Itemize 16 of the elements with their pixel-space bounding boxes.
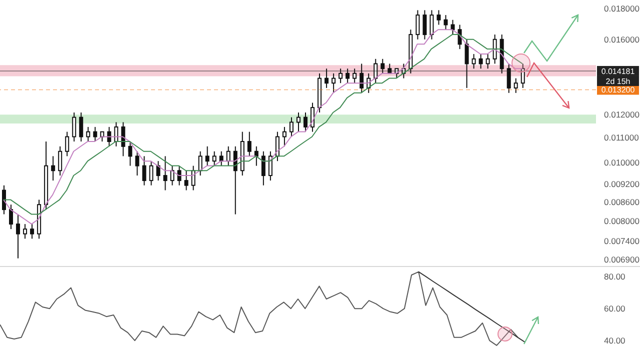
- text: 2d 15h: [606, 76, 630, 86]
- y-tick-label: 0.010000: [604, 157, 640, 168]
- y-tick-label: 0.012000: [604, 110, 640, 120]
- y-tick-label: 0.006900: [604, 254, 640, 264]
- y-tick-label: 0.009200: [604, 179, 640, 190]
- y-tick-label: 0.008000: [604, 216, 640, 226]
- ref-line-label: 0.014181: [601, 66, 636, 76]
- y-tick-label: 0.008600: [604, 196, 640, 207]
- y-tick-label: 0.007400: [604, 236, 640, 246]
- ref-line-label: 0.013200: [601, 86, 636, 95]
- y-tick-label: 80.00: [604, 272, 626, 282]
- y-tick-label: 0.016000: [604, 34, 640, 44]
- y-tick-label: 0.011000: [604, 132, 640, 142]
- y-tick-label: 60.00: [604, 304, 626, 314]
- y-tick-label: 40.00: [604, 336, 626, 346]
- y-tick-label: 0.018000: [604, 4, 640, 14]
